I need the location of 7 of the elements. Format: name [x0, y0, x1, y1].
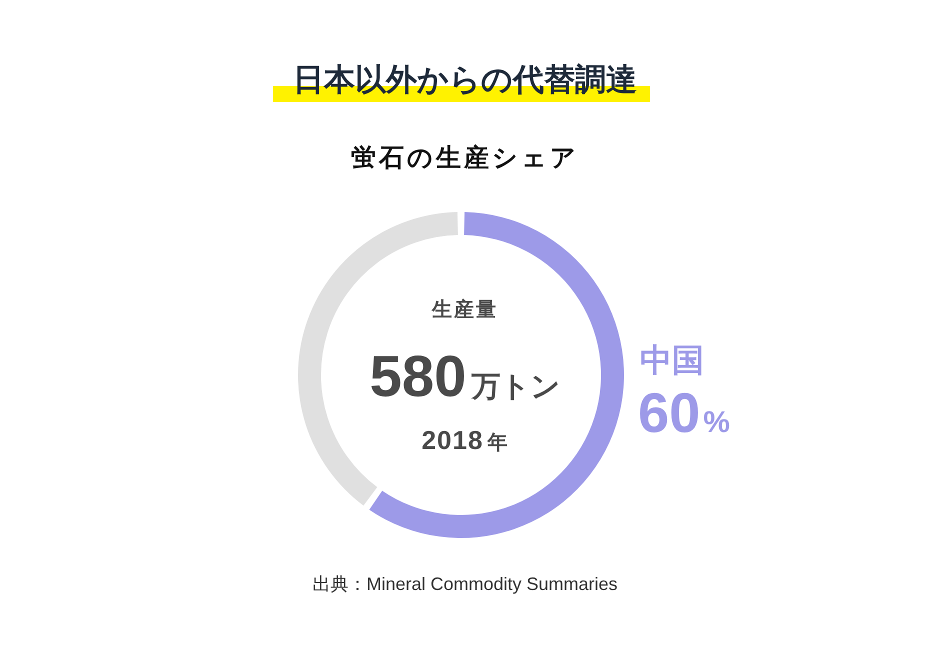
- data-label: 60%: [638, 381, 730, 444]
- slice-label: 中国: [640, 342, 704, 378]
- text: 580万トン: [370, 344, 560, 409]
- text: 2018年: [422, 425, 508, 455]
- text: 生産量: [432, 299, 498, 321]
- source-note: 出典：Mineral Commodity Summaries: [312, 574, 618, 594]
- chart-subtitle: 蛍石の生産シェア: [351, 144, 579, 172]
